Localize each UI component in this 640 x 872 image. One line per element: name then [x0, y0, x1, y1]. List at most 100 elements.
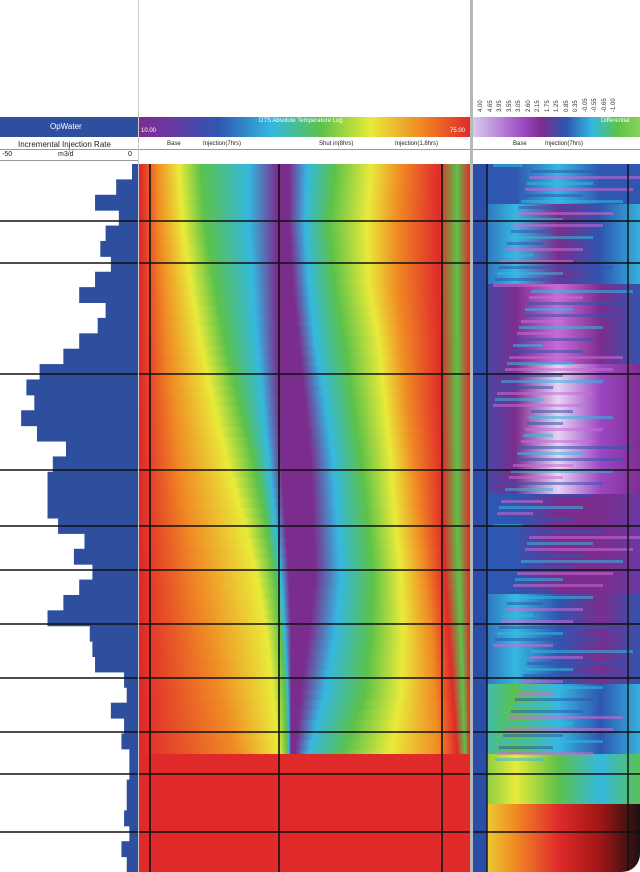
differential-streak	[531, 650, 633, 653]
differential-streak	[521, 560, 623, 563]
column-injection-1-8hrs: Injection(1.8hrs)	[395, 141, 439, 147]
differential-streak	[527, 542, 593, 545]
temperature-row	[139, 467, 470, 479]
differential-title: Differential	[601, 118, 630, 124]
differential-streak	[523, 434, 553, 437]
differential-streak	[499, 626, 613, 629]
temperature-row	[139, 609, 470, 621]
differential-streak	[519, 446, 633, 449]
differential-scale-tick: -0.55	[592, 98, 598, 112]
differential-streak	[507, 722, 573, 725]
differential-streak	[529, 176, 640, 179]
differential-streak	[505, 248, 583, 251]
differential-streak	[499, 266, 613, 269]
differential-band	[473, 204, 640, 284]
differential-streak	[527, 662, 623, 665]
opwater-header: OpWater	[0, 117, 138, 137]
differential-streak	[513, 464, 573, 467]
differential-streak	[499, 746, 553, 749]
rate-bar	[47, 487, 138, 504]
temperature-row	[139, 598, 470, 611]
rate-bar	[92, 564, 138, 581]
differential-streak	[497, 272, 563, 275]
differential-streak	[523, 554, 583, 557]
differential-streak	[517, 692, 553, 695]
differential-streak	[527, 302, 623, 305]
temperature-row	[139, 255, 470, 267]
temperature-colorbar: DTS Absolute Temperature Log 10.00 75.00	[139, 117, 470, 137]
temperature-row	[139, 315, 470, 327]
temperature-row	[139, 194, 470, 206]
differential-streak	[501, 620, 573, 623]
base-column	[473, 164, 487, 872]
hot-zone	[139, 754, 470, 872]
differential-streak	[503, 734, 563, 737]
differential-band	[473, 754, 640, 804]
rate-bar	[39, 364, 138, 380]
differential-scale-tick: 3.55	[506, 100, 513, 112]
temperature-row	[139, 406, 470, 418]
temperature-row	[139, 740, 470, 752]
temperature-row	[139, 720, 470, 732]
rate-bar	[92, 641, 138, 658]
differential-scale-tick: 4.00	[478, 100, 484, 112]
differential-scale-tick: -0.05	[582, 98, 589, 112]
temperature-row	[139, 497, 470, 509]
temperature-row	[139, 416, 470, 428]
differential-scale-tick: 3.95	[497, 100, 503, 112]
temperature-row	[139, 649, 470, 661]
differential-streak	[495, 398, 543, 401]
differential-streak	[507, 602, 543, 605]
temperature-row	[139, 426, 470, 439]
differential-streak	[521, 200, 623, 203]
differential-streak	[495, 518, 573, 521]
scale-left: -50	[2, 151, 13, 158]
differential-band	[473, 804, 640, 872]
temperature-row	[139, 669, 470, 681]
rate-bar	[21, 410, 138, 427]
rate-bar	[95, 656, 138, 673]
differential-streak	[509, 236, 593, 239]
temperature-row	[139, 285, 470, 297]
differential-streak	[525, 668, 573, 671]
differential-track: 4.00 4.65 3.95 3.55 3.05 2.60 2.15 1.75 1.25 0.85…	[470, 0, 640, 872]
differential-scale-tick: 3.05	[516, 100, 522, 112]
temperature-row	[139, 396, 470, 408]
differential-scale-tick: 2.15	[535, 100, 541, 112]
differential-streak	[515, 578, 563, 581]
differential-streak	[525, 548, 633, 551]
temperature-row	[139, 184, 470, 196]
temperature-row	[139, 487, 470, 499]
differential-scale-tick: 0.85	[563, 100, 570, 112]
rate-bar	[105, 302, 138, 319]
rate-bar	[63, 348, 138, 365]
temperature-row	[139, 164, 470, 176]
temperature-row	[139, 639, 470, 651]
differential-streak	[513, 584, 603, 587]
temperature-row	[139, 325, 470, 337]
differential-streak	[511, 230, 553, 233]
differential-streak	[493, 164, 523, 167]
differential-streak	[509, 356, 623, 359]
rate-baseline	[132, 164, 138, 872]
rate-bar	[89, 625, 138, 642]
curve-label: Incremental Injection Rate	[18, 140, 111, 149]
differential-streak	[507, 242, 543, 245]
differential-scale-tick: 1.25	[554, 100, 560, 112]
differential-streak	[501, 500, 543, 503]
rate-bar	[84, 533, 138, 550]
scale-max: 75.00	[450, 128, 466, 134]
differential-scale-tick: -0.65	[601, 98, 608, 112]
differential-streak	[507, 482, 603, 485]
rate-bar	[47, 610, 138, 627]
rate-bar	[63, 594, 138, 611]
temperature-row	[139, 710, 470, 722]
differential-streak	[523, 314, 613, 317]
differential-streak	[509, 476, 563, 479]
temperature-row	[139, 548, 470, 560]
rate-bar	[97, 317, 138, 334]
temperature-row	[139, 558, 470, 570]
differential-streak	[511, 470, 613, 473]
differential-streak	[531, 410, 573, 413]
